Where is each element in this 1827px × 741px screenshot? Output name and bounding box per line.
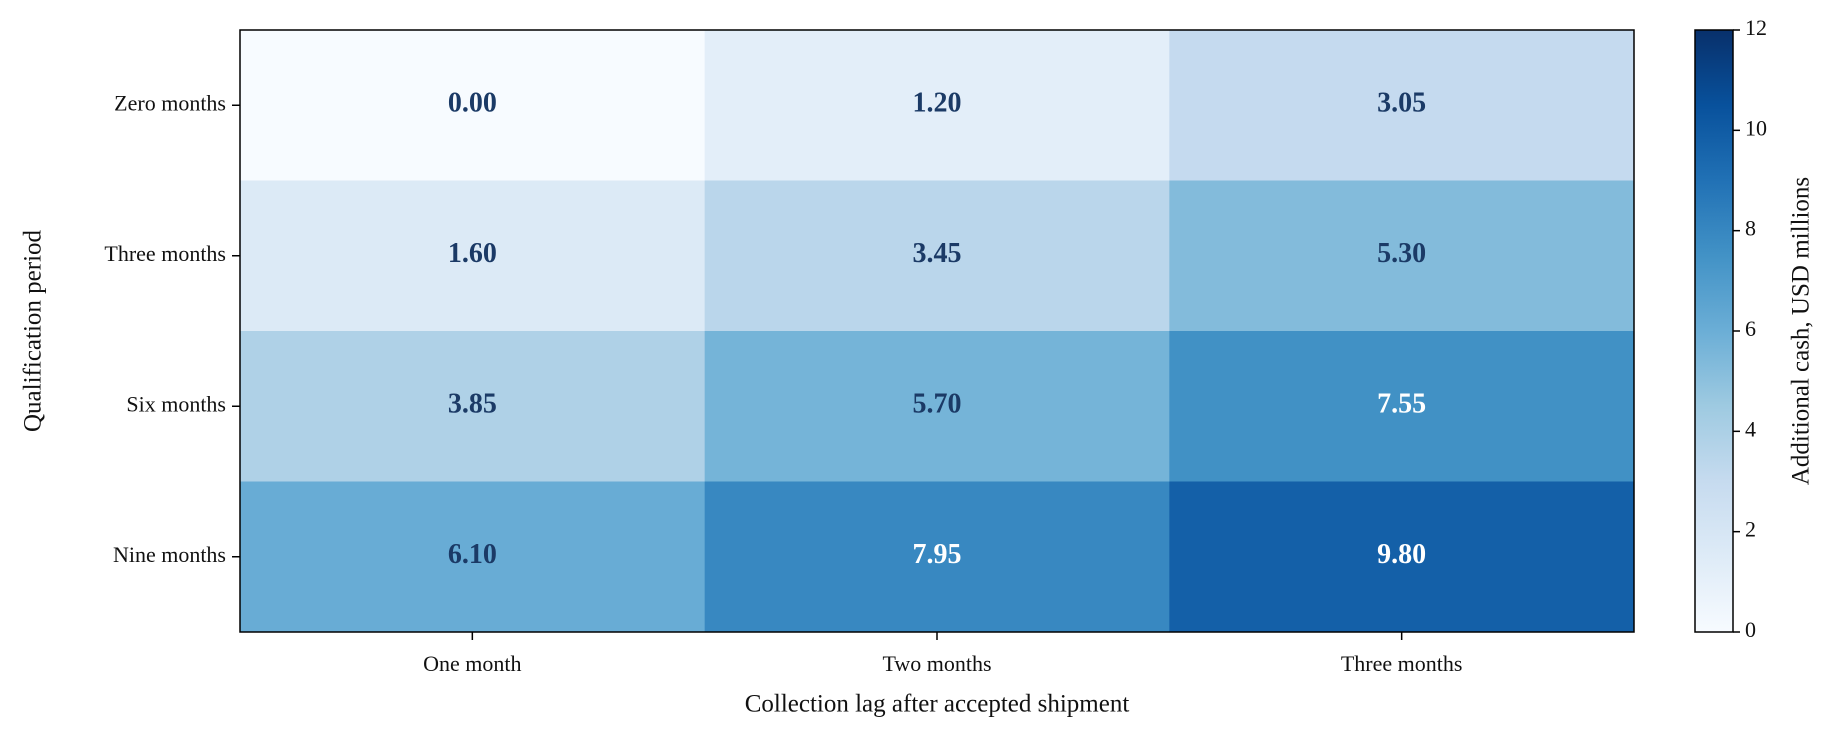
colorbar-tick-label: 8	[1745, 216, 1756, 241]
y-tick-label: Zero months	[114, 90, 226, 115]
heatmap-cell	[240, 180, 706, 332]
x-axis-label: Collection lag after accepted shipment	[745, 691, 1130, 718]
x-tick-label: Two months	[882, 651, 991, 676]
heatmap-cell	[704, 180, 1170, 332]
cell-label: 3.45	[913, 238, 962, 269]
cell-label: 1.60	[448, 238, 497, 269]
heatmap-cell	[1169, 481, 1635, 633]
cell-label: 1.20	[913, 88, 962, 119]
colorbar-tick-label: 6	[1745, 316, 1756, 341]
y-tick-label: Six months	[126, 391, 226, 416]
heatmap-cell	[240, 30, 706, 181]
cell-label: 5.70	[913, 389, 962, 420]
heatmap-cell	[1169, 331, 1635, 482]
cell-label: 9.80	[1377, 539, 1426, 570]
heatmap-cell	[1169, 30, 1635, 181]
cell-label: 0.00	[448, 88, 497, 119]
colorbar-tick-label: 12	[1745, 15, 1767, 40]
colorbar-tick-label: 0	[1745, 617, 1756, 642]
heatmap-cell	[704, 30, 1170, 181]
colorbar	[1694, 29, 1734, 633]
colorbar-tick-label: 10	[1745, 115, 1767, 140]
x-tick-label: Three months	[1341, 651, 1463, 676]
y-tick-label: Three months	[104, 241, 226, 266]
heatmap-cell	[240, 481, 706, 633]
heatmap-cell	[1169, 180, 1635, 332]
cell-label: 7.55	[1377, 389, 1426, 420]
y-axis-label: Qualification period	[20, 229, 47, 432]
heatmap-cell	[704, 481, 1170, 633]
heatmap-cell	[240, 331, 706, 482]
colorbar-tick-label: 2	[1745, 517, 1756, 542]
cell-label: 5.30	[1377, 238, 1426, 269]
heatmap-cell	[704, 331, 1170, 482]
x-tick-label: One month	[423, 651, 521, 676]
y-tick-label: Nine months	[113, 542, 226, 567]
colorbar-label: Additional cash, USD millions	[1788, 177, 1815, 485]
cell-label: 3.85	[448, 389, 497, 420]
cell-label: 3.05	[1377, 88, 1426, 119]
cell-label: 6.10	[448, 539, 497, 570]
colorbar-tick-label: 4	[1745, 416, 1756, 441]
cell-label: 7.95	[913, 539, 962, 570]
